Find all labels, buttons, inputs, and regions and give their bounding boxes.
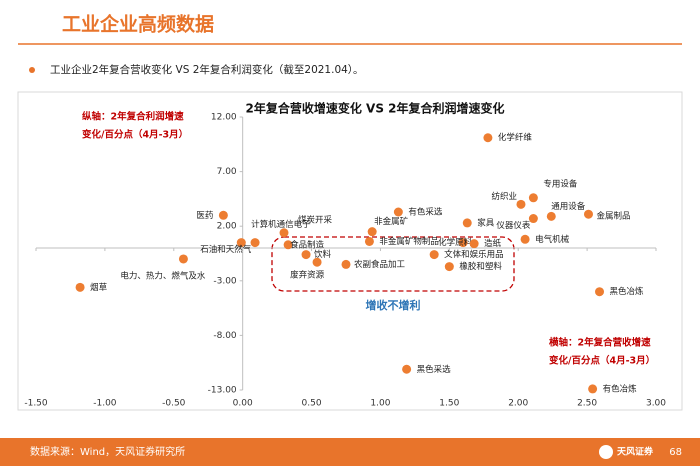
point-label: 金属制品 <box>596 211 630 222</box>
x-tick-label: 2.50 <box>577 399 597 409</box>
point-label: 橡胶和塑料 <box>459 261 502 272</box>
y-axis-note: 纵轴：2年复合利润增速 <box>82 111 184 123</box>
point <box>483 133 493 143</box>
point <box>462 218 472 228</box>
chart-frame <box>17 91 683 411</box>
point-label: 电力、热力、燃气及水 <box>120 270 206 281</box>
point-label: 仪器仪表 <box>496 220 531 231</box>
point <box>595 287 605 297</box>
x-tick-label: 3.00 <box>646 399 666 409</box>
y-tick-label: 12.00 <box>211 113 237 123</box>
point-label: 食品制造 <box>290 239 325 250</box>
point-label: 家具 <box>477 217 495 228</box>
y-axis-note: 变化/百分点（4月-3月） <box>82 129 188 141</box>
y-tick-label: -3.00 <box>213 276 237 286</box>
point <box>546 211 556 221</box>
y-tick-label: 7.00 <box>217 167 237 177</box>
point-label: 化学原料 <box>438 237 473 248</box>
point-label: 纺织业 <box>491 191 517 202</box>
point <box>444 262 454 272</box>
x-tick-label: 0.50 <box>302 399 322 409</box>
page-number: 68 <box>669 447 682 458</box>
point-label: 烟草 <box>90 282 108 293</box>
point-label: 医药 <box>196 210 213 221</box>
point-label: 有色冶炼 <box>603 383 638 394</box>
point-label: 黑色采选 <box>417 364 452 375</box>
point <box>301 250 311 260</box>
point <box>236 238 246 248</box>
point <box>520 234 530 244</box>
point-label: 化学纤维 <box>498 132 533 143</box>
point <box>583 209 593 219</box>
point-label: 专用设备 <box>543 178 578 189</box>
point-label: 石油和天然气 <box>200 244 252 255</box>
point <box>218 210 228 220</box>
point <box>528 193 538 203</box>
point-label: 废弃资源 <box>290 270 325 281</box>
x-tick-label: -0.50 <box>162 399 186 409</box>
x-tick-label: -1.50 <box>24 399 48 409</box>
point-label: 造纸 <box>484 238 502 249</box>
x-tick-label: 1.50 <box>439 399 459 409</box>
x-tick-label: 1.00 <box>370 399 390 409</box>
footer-bar <box>0 438 700 466</box>
x-tick-label: -1.00 <box>93 399 117 409</box>
x-axis-note: 变化/百分点（4月-3月） <box>549 355 655 367</box>
logo-mark <box>599 445 613 459</box>
point-label: 农副食品加工 <box>354 259 406 270</box>
point-label: 非金属矿物制品 <box>379 236 439 247</box>
point <box>528 214 538 224</box>
footer-logo: 天风证券 <box>617 446 654 458</box>
point-label: 有色采选 <box>408 207 443 218</box>
point-label: 电气机械 <box>535 234 570 245</box>
point <box>250 238 260 248</box>
point <box>588 384 598 394</box>
y-tick-label: 2.00 <box>217 222 237 232</box>
point-label: 煤炭开采 <box>298 214 333 225</box>
y-tick-label: -8.00 <box>213 331 237 341</box>
point-label: 计算机通信电子 <box>251 219 311 230</box>
page-title: 工业企业高频数据 <box>62 13 214 36</box>
footer-source: 数据来源：Wind，天风证券研究所 <box>30 445 185 458</box>
point <box>458 238 468 248</box>
point <box>393 207 403 217</box>
point-label: 饮料 <box>314 249 332 260</box>
point <box>178 254 188 264</box>
x-tick-label: 0.00 <box>233 399 253 409</box>
bullet-dot <box>29 67 35 73</box>
bullet-text: 工业企业2年复合营收变化 VS 2年复合利润变化（截至2021.04）。 <box>50 63 364 76</box>
chart-title: 2年复合营收增速变化 VS 2年复合利润增速变化 <box>246 101 505 116</box>
y-tick-label: -13.00 <box>208 386 237 396</box>
point-label: 非金属矿 <box>374 216 409 227</box>
x-tick-label: 2.00 <box>508 399 528 409</box>
point <box>283 240 293 250</box>
point <box>402 364 412 374</box>
point-label: 文体和娱乐用品 <box>444 249 504 260</box>
point-label: 黑色冶炼 <box>610 286 645 297</box>
point <box>364 236 374 246</box>
point <box>367 227 377 237</box>
point <box>279 228 289 238</box>
point <box>312 257 322 267</box>
point <box>341 259 351 269</box>
point <box>469 239 479 249</box>
point <box>429 250 439 260</box>
highlight-box <box>271 236 515 292</box>
point <box>516 199 526 209</box>
point <box>75 282 85 292</box>
annotation: 增收不增利 <box>366 298 421 312</box>
x-axis-note: 横轴：2年复合营收增速 <box>549 337 651 349</box>
point-label: 通用设备 <box>551 201 586 212</box>
